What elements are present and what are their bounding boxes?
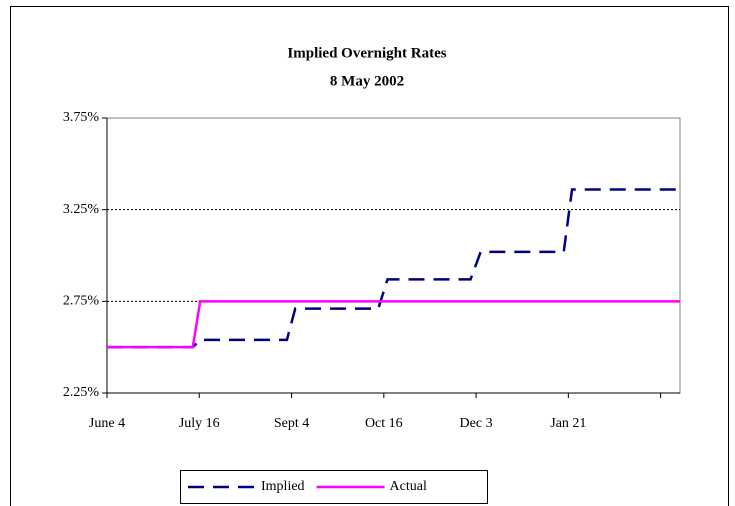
- chart-title: Implied Overnight Rates: [287, 45, 446, 61]
- series-line: [107, 188, 680, 349]
- series-line: [107, 300, 680, 349]
- y-tick-label: 2.75%: [63, 294, 100, 309]
- plot-frame: [106, 117, 681, 394]
- legend-label: Actual: [390, 479, 427, 494]
- x-tick-label: Oct 16: [365, 416, 403, 431]
- chart-frame: [10, 6, 729, 506]
- x-tick-label: Sept 4: [274, 416, 309, 431]
- y-tick-label: 3.25%: [63, 202, 100, 217]
- y-tick-label: 3.75%: [63, 110, 100, 125]
- chart-subtitle: 8 May 2002: [330, 73, 404, 89]
- x-tick-label: Dec 3: [460, 416, 493, 431]
- y-tick-label: 2.25%: [63, 385, 100, 400]
- x-tick-label: Jan 21: [550, 416, 586, 431]
- x-tick-label: July 16: [179, 416, 220, 431]
- legend-label: Implied: [261, 479, 305, 494]
- x-tick-label: June 4: [89, 416, 125, 431]
